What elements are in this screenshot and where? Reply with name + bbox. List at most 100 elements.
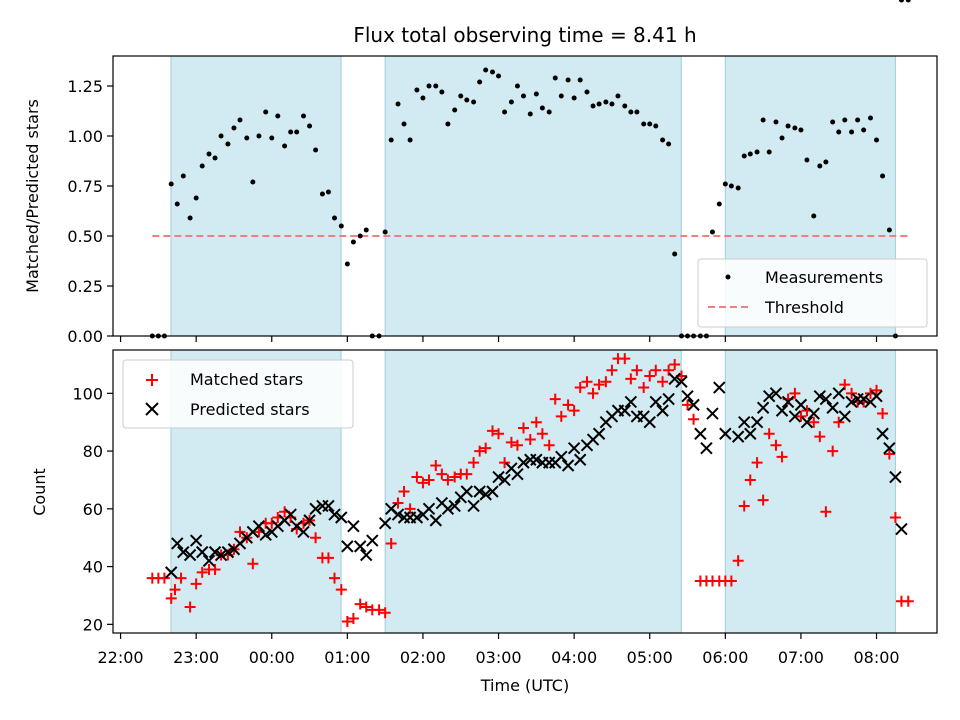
- matched-star-point: [744, 474, 756, 486]
- matched-star-point: [385, 537, 397, 549]
- y-tick-label: 0.50: [67, 227, 103, 246]
- measurement-point: [407, 137, 413, 143]
- matched-star-point: [725, 575, 737, 587]
- measurement-point: [496, 73, 502, 79]
- measurement-point: [414, 87, 420, 93]
- matched-star-point: [169, 584, 181, 596]
- measurement-point: [728, 183, 734, 189]
- matched-star-point: [644, 370, 656, 382]
- measurement-point: [313, 147, 319, 153]
- measurement-point: [565, 77, 571, 83]
- predicted-star-point: [183, 548, 197, 562]
- predicted-star-point: [303, 514, 316, 527]
- measurement-point: [735, 185, 741, 191]
- chart-title: Flux total observing time = 8.41 h: [353, 23, 696, 47]
- matched-star-point: [158, 572, 170, 584]
- predicted-star-point: [643, 415, 656, 429]
- x-tick-label: 06:00: [702, 648, 748, 667]
- observing-window: [384, 349, 682, 634]
- predicted-star-point: [819, 392, 833, 406]
- measurement-point: [294, 129, 300, 135]
- matched-star-point: [524, 434, 536, 446]
- legend-predicted-marker: [145, 402, 159, 416]
- predicted-star-point: [422, 502, 436, 516]
- predicted-star-point: [592, 427, 606, 440]
- measurement-point: [212, 155, 218, 161]
- bottom-count-points: [146, 353, 914, 627]
- measurement-point: [792, 125, 798, 131]
- measurement-point: [301, 113, 307, 119]
- matched-star-point: [190, 578, 202, 590]
- matched-star-point: [322, 552, 334, 564]
- matched-star-point: [789, 387, 801, 399]
- matched-star-point: [175, 572, 187, 584]
- measurement-point: [609, 101, 615, 107]
- measurement-point: [458, 93, 464, 99]
- measurement-point: [641, 121, 647, 127]
- matched-star-point: [682, 399, 694, 411]
- matched-star-point: [423, 474, 435, 486]
- matched-star-point: [657, 376, 669, 388]
- measurement-point: [527, 111, 533, 117]
- measurement-point: [811, 213, 817, 219]
- predicted-star-point: [492, 470, 505, 484]
- matched-star-point: [517, 422, 529, 434]
- measurement-point: [628, 109, 634, 115]
- predicted-star-point: [441, 502, 455, 516]
- predicted-star-point: [284, 508, 297, 521]
- measurement-point: [288, 129, 294, 135]
- matched-star-point: [846, 387, 858, 399]
- measurement-point: [653, 123, 659, 129]
- bottom-legend: Matched stars Predicted stars: [122, 359, 354, 429]
- matched-star-point: [663, 364, 675, 376]
- matched-star-point: [600, 376, 612, 388]
- measurement-point: [622, 103, 628, 109]
- predicted-star-point: [649, 395, 662, 409]
- predicted-star-point: [410, 511, 424, 524]
- measurement-point: [823, 159, 829, 165]
- measurement-point: [552, 75, 558, 81]
- measurement-point: [520, 93, 526, 99]
- measurement-point: [363, 227, 369, 233]
- predicted-star-point: [460, 485, 473, 498]
- matched-star-point: [398, 486, 410, 497]
- measurement-point: [350, 239, 356, 245]
- measurement-point: [225, 141, 231, 147]
- matched-star-point: [814, 431, 826, 443]
- matched-star-point: [889, 511, 901, 523]
- predicted-star-point: [762, 389, 776, 403]
- predicted-star-point: [662, 392, 675, 406]
- x-tick-label: 07:00: [778, 648, 824, 667]
- matched-star-point: [165, 592, 177, 604]
- matched-star-point: [436, 468, 448, 480]
- measurement-point: [514, 83, 520, 89]
- predicted-star-point: [731, 430, 745, 443]
- measurement-point: [344, 261, 350, 267]
- bottom-y-axis-label: Count: [30, 468, 49, 516]
- predicted-star-point: [624, 395, 638, 409]
- predicted-star-point: [788, 410, 802, 423]
- matched-star-point: [650, 364, 662, 376]
- predicted-star-point: [473, 485, 486, 498]
- x-tick-label: 23:00: [173, 648, 219, 667]
- measurement-point: [558, 93, 564, 99]
- matched-star-point: [379, 607, 391, 619]
- matched-star-point: [593, 379, 605, 391]
- y-tick-label: 80: [83, 442, 103, 461]
- measurement-point: [395, 101, 401, 107]
- measurement-point: [849, 129, 855, 135]
- matched-star-point: [839, 379, 851, 391]
- matched-star-point: [442, 474, 454, 486]
- predicted-star-point: [807, 407, 820, 420]
- predicted-star-point: [498, 473, 511, 487]
- measurement-point: [174, 201, 180, 207]
- matched-star-point: [587, 387, 599, 399]
- top-y-axis-label: Matched/Predicted stars: [23, 99, 42, 293]
- predicted-star-point: [744, 427, 757, 440]
- top-measurement-points: [149, 0, 911, 339]
- matched-star-point: [638, 382, 650, 394]
- matched-star-point: [486, 425, 498, 437]
- y-tick-label: 40: [83, 558, 103, 577]
- matched-star-point: [833, 416, 845, 428]
